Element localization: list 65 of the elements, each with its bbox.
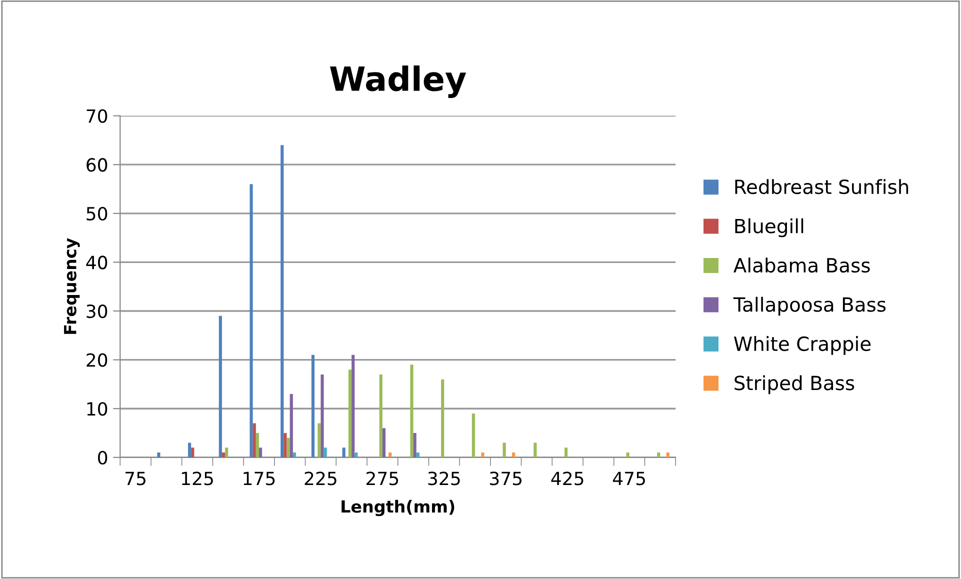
bar <box>342 448 346 458</box>
bar <box>512 452 516 458</box>
legend-label: Tallapoosa Bass <box>733 296 886 316</box>
x-tick-label: 375 <box>490 472 522 486</box>
y-tick-label: 20 <box>86 353 108 367</box>
x-tick-label: 425 <box>551 472 584 486</box>
x-tick-label: 475 <box>612 472 645 486</box>
bar <box>324 448 327 458</box>
y-tick-label: 50 <box>86 206 108 221</box>
legend-label: Bluegill <box>735 218 804 238</box>
bar <box>258 448 262 458</box>
bar <box>626 452 630 458</box>
bar <box>410 364 414 458</box>
bar <box>388 452 392 458</box>
x-axis-title: Length(mm) <box>342 500 454 516</box>
y-tick-label: 0 <box>98 450 108 465</box>
bar <box>284 433 287 458</box>
bar <box>225 448 228 458</box>
bar <box>286 438 290 458</box>
bar <box>280 145 284 458</box>
bar <box>502 442 506 458</box>
bar <box>188 442 192 458</box>
x-tick-label: 275 <box>366 472 398 486</box>
bar <box>348 370 352 458</box>
legend-label: Striped Bass <box>734 375 854 394</box>
bar <box>657 452 660 458</box>
x-tick-label: 75 <box>126 472 146 486</box>
bar <box>441 379 444 458</box>
bar <box>472 413 475 458</box>
bar <box>481 452 484 458</box>
x-tick-label: 175 <box>244 472 275 486</box>
bar <box>290 394 293 458</box>
y-tick-label: 40 <box>86 256 108 270</box>
bar <box>413 433 416 458</box>
x-tick-label: 225 <box>304 472 336 486</box>
bar <box>222 452 226 458</box>
bar <box>382 428 386 458</box>
bar <box>250 184 253 458</box>
bar <box>191 448 194 458</box>
bar <box>416 452 420 458</box>
x-tick-label: 325 <box>428 472 460 486</box>
y-tick-label: 70 <box>86 109 108 123</box>
bar <box>320 374 324 458</box>
bar <box>292 452 296 458</box>
bar <box>218 316 222 458</box>
legend-label: Redbreast Sunfish <box>735 179 908 194</box>
y-tick-label: 10 <box>87 402 108 416</box>
bar <box>352 354 355 458</box>
bar <box>666 452 670 458</box>
y-tick-label: 30 <box>86 304 108 318</box>
bar <box>354 452 358 458</box>
bar <box>252 423 256 458</box>
chart-title: Wadley <box>330 65 466 98</box>
bar <box>564 448 568 458</box>
legend-label: White Crappie <box>734 336 871 355</box>
legend-label: Alabama Bass <box>734 258 870 273</box>
y-axis-title: Frequency <box>64 238 80 334</box>
bar <box>379 374 382 458</box>
bar <box>318 423 321 458</box>
bar <box>157 452 160 458</box>
bar <box>256 433 259 458</box>
bar <box>311 354 315 458</box>
bar <box>534 442 537 458</box>
x-tick-label: 125 <box>182 472 213 486</box>
y-tick-label: 60 <box>86 158 108 172</box>
